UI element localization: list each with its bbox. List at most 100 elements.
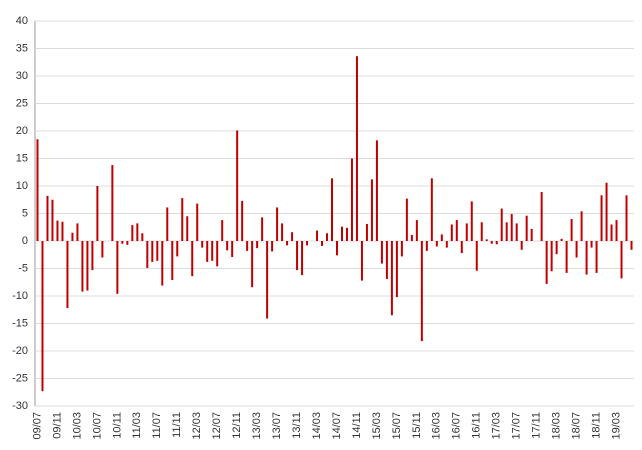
bar — [266, 241, 269, 319]
bar — [340, 226, 343, 241]
bar — [530, 228, 533, 241]
y-tick-label: 40 — [16, 15, 28, 27]
bar — [505, 222, 508, 241]
x-tick-label: 13/03 — [251, 412, 263, 440]
bar — [605, 182, 608, 241]
bar — [545, 241, 548, 284]
bar — [475, 241, 478, 271]
y-tick-label: 10 — [16, 180, 28, 192]
bar — [121, 241, 124, 244]
bar — [510, 214, 513, 241]
x-tick-label: 15/03 — [371, 412, 383, 440]
bar — [56, 220, 59, 241]
bar — [166, 207, 169, 241]
bar — [470, 201, 473, 241]
bar — [256, 241, 259, 249]
bar — [360, 241, 363, 281]
x-tick-label: 13/11 — [291, 412, 303, 439]
bar — [116, 241, 119, 294]
bar — [390, 241, 393, 316]
bar — [425, 241, 428, 251]
bar — [221, 220, 224, 241]
bar — [350, 158, 353, 241]
bar — [400, 241, 403, 257]
bar — [271, 241, 274, 252]
x-tick-label: 15/07 — [391, 412, 403, 440]
bar — [460, 241, 463, 254]
bar — [525, 215, 528, 241]
bar — [206, 241, 209, 262]
bar — [66, 241, 69, 309]
x-tick-label: 13/07 — [271, 412, 283, 440]
x-tick-label: 16/11 — [471, 412, 483, 439]
bar — [355, 56, 358, 242]
y-tick-label: 20 — [16, 125, 28, 137]
bar — [226, 241, 229, 251]
bar — [76, 223, 79, 241]
bar — [156, 241, 159, 261]
bar — [246, 241, 249, 251]
bar — [560, 238, 563, 241]
bar — [136, 223, 139, 241]
x-tick-label: 10/07 — [91, 412, 103, 440]
bar — [196, 203, 199, 241]
bar — [131, 225, 134, 241]
x-tick-label: 14/07 — [331, 412, 343, 440]
bar — [405, 198, 408, 241]
bar — [301, 241, 304, 276]
bar — [326, 233, 329, 241]
bar — [465, 223, 468, 241]
x-tick-label: 17/11 — [531, 412, 543, 439]
x-tick-label: 09/11 — [51, 412, 63, 439]
bar — [625, 195, 628, 241]
bar — [276, 207, 279, 241]
y-tick-label: -30 — [12, 400, 28, 412]
bar — [306, 241, 309, 246]
bar — [420, 241, 423, 342]
bar — [500, 208, 503, 241]
bar — [570, 219, 573, 241]
bar — [291, 232, 294, 241]
bar — [296, 241, 299, 271]
bar — [81, 241, 84, 292]
bar — [36, 139, 39, 241]
bar — [41, 241, 44, 392]
bar — [375, 140, 378, 241]
bar — [241, 200, 244, 241]
bar — [236, 130, 239, 241]
x-tick-label: 12/03 — [191, 412, 203, 440]
bar — [600, 195, 603, 241]
x-tick-label: 12/07 — [211, 412, 223, 440]
bar — [580, 211, 583, 241]
bar — [86, 241, 89, 291]
bar — [490, 241, 493, 244]
bar — [365, 223, 368, 241]
bar — [575, 241, 578, 258]
x-tick-label: 17/07 — [511, 412, 523, 440]
bar — [101, 241, 104, 258]
bar — [610, 224, 613, 241]
bar — [211, 241, 214, 261]
bar — [450, 224, 453, 241]
x-tick-label: 11/07 — [151, 412, 163, 439]
bar — [495, 241, 498, 245]
x-tick-label: 11/11 — [171, 412, 183, 438]
bar — [46, 195, 49, 241]
x-tick-label: 14/11 — [351, 412, 363, 439]
bar — [146, 241, 149, 268]
x-tick-label: 10/03 — [71, 412, 83, 440]
bar — [585, 241, 588, 275]
bar — [435, 241, 438, 247]
bar — [71, 232, 74, 241]
bar — [201, 241, 204, 248]
x-tick-label: 16/03 — [431, 412, 443, 440]
bar — [445, 241, 448, 248]
x-tick-label: 19/03 — [610, 412, 622, 440]
bar — [286, 241, 289, 246]
bar — [380, 241, 383, 264]
bar — [176, 241, 179, 257]
bar — [91, 241, 94, 271]
x-tick-label: 17/03 — [491, 412, 503, 440]
bar — [216, 241, 219, 267]
bar — [540, 192, 543, 241]
